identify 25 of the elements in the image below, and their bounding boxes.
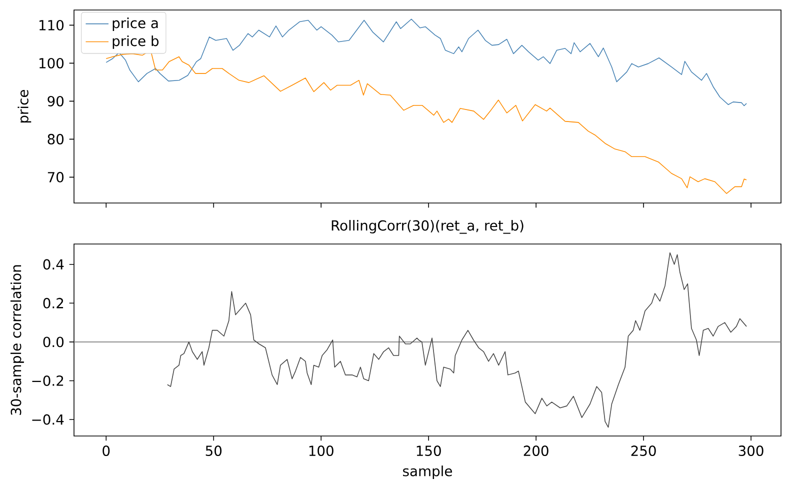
line-series: [167, 252, 747, 428]
y-tick-label: 100: [40, 58, 64, 68]
x-tick-label: 0: [102, 446, 110, 456]
x-tick-label: 250: [631, 446, 656, 456]
y-axis-title: price: [18, 90, 32, 122]
line-series: [106, 18, 747, 106]
x-tick-label: 300: [738, 446, 764, 456]
y-tick-label: −0.2: [32, 375, 64, 386]
x-tick-label: 150: [416, 446, 441, 456]
y-tick-label: 0.4: [43, 259, 64, 270]
y-tick-label: 0.0: [43, 336, 64, 348]
y-axis-title: 30-sample correlation: [10, 265, 24, 415]
y-tick-label: 80: [48, 134, 64, 144]
y-tick-label: 110: [40, 20, 64, 30]
y-tick-label: 70: [48, 172, 64, 182]
legend-label: price b: [112, 35, 159, 49]
x-tick-label: 200: [524, 446, 548, 456]
legend-label: price a: [112, 18, 158, 31]
x-axis-title: sample: [403, 466, 452, 479]
chart-title: RollingCorr(30)(ret_a, ret_b): [332, 220, 524, 234]
y-tick-label: −0.4: [32, 414, 64, 425]
x-tick-label: 50: [206, 446, 222, 456]
x-tick-label: 100: [309, 446, 334, 456]
y-tick-label: 0.2: [43, 298, 64, 308]
y-tick-label: 90: [48, 96, 64, 106]
